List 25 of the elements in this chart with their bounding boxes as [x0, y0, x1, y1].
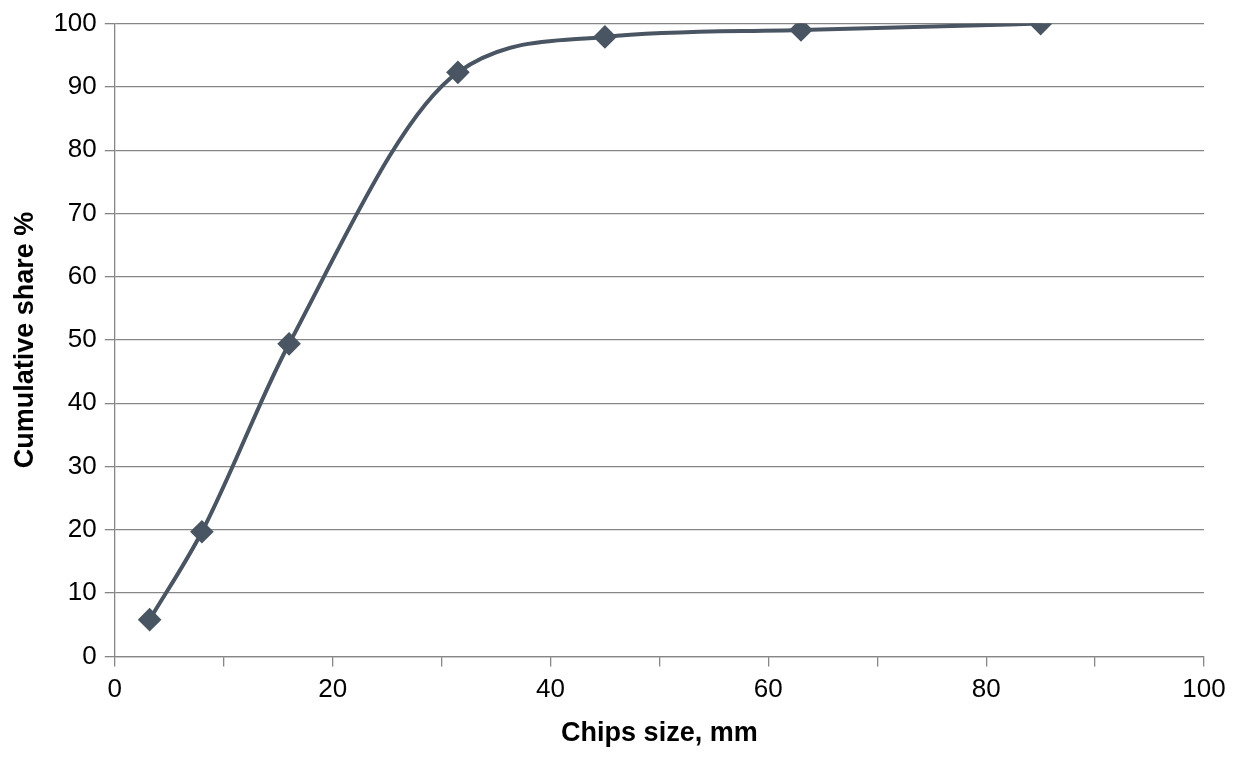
y-tick-label: 50	[67, 323, 97, 354]
y-tick-label: 90	[67, 70, 97, 101]
x-axis-title: Chips size, mm	[561, 717, 758, 748]
point	[789, 23, 812, 41]
point	[278, 332, 301, 355]
x-tick-label: 80	[971, 673, 1001, 704]
y-tick-label: 100	[53, 6, 97, 37]
x-tick-label: 20	[318, 673, 348, 704]
y-tick-label: 20	[67, 513, 97, 544]
y-axis-title: Cumulative share %	[8, 211, 39, 469]
y-tick-label: 80	[67, 133, 97, 164]
y-tick-label: 10	[67, 576, 97, 607]
x-tick-label: 100	[1182, 673, 1226, 704]
y-tick-label: 70	[67, 196, 97, 227]
y-tick-label: 40	[67, 386, 97, 417]
point	[138, 608, 161, 631]
y-tick-label: 30	[67, 449, 97, 480]
point	[593, 25, 616, 48]
point	[190, 520, 213, 543]
x-tick-label: 60	[753, 673, 783, 704]
y-tick-label: 0	[82, 639, 97, 670]
point	[446, 61, 469, 84]
x-tick-label: 40	[536, 673, 565, 704]
y-tick-label: 60	[67, 259, 97, 290]
x-tick-label: 0	[107, 673, 123, 704]
